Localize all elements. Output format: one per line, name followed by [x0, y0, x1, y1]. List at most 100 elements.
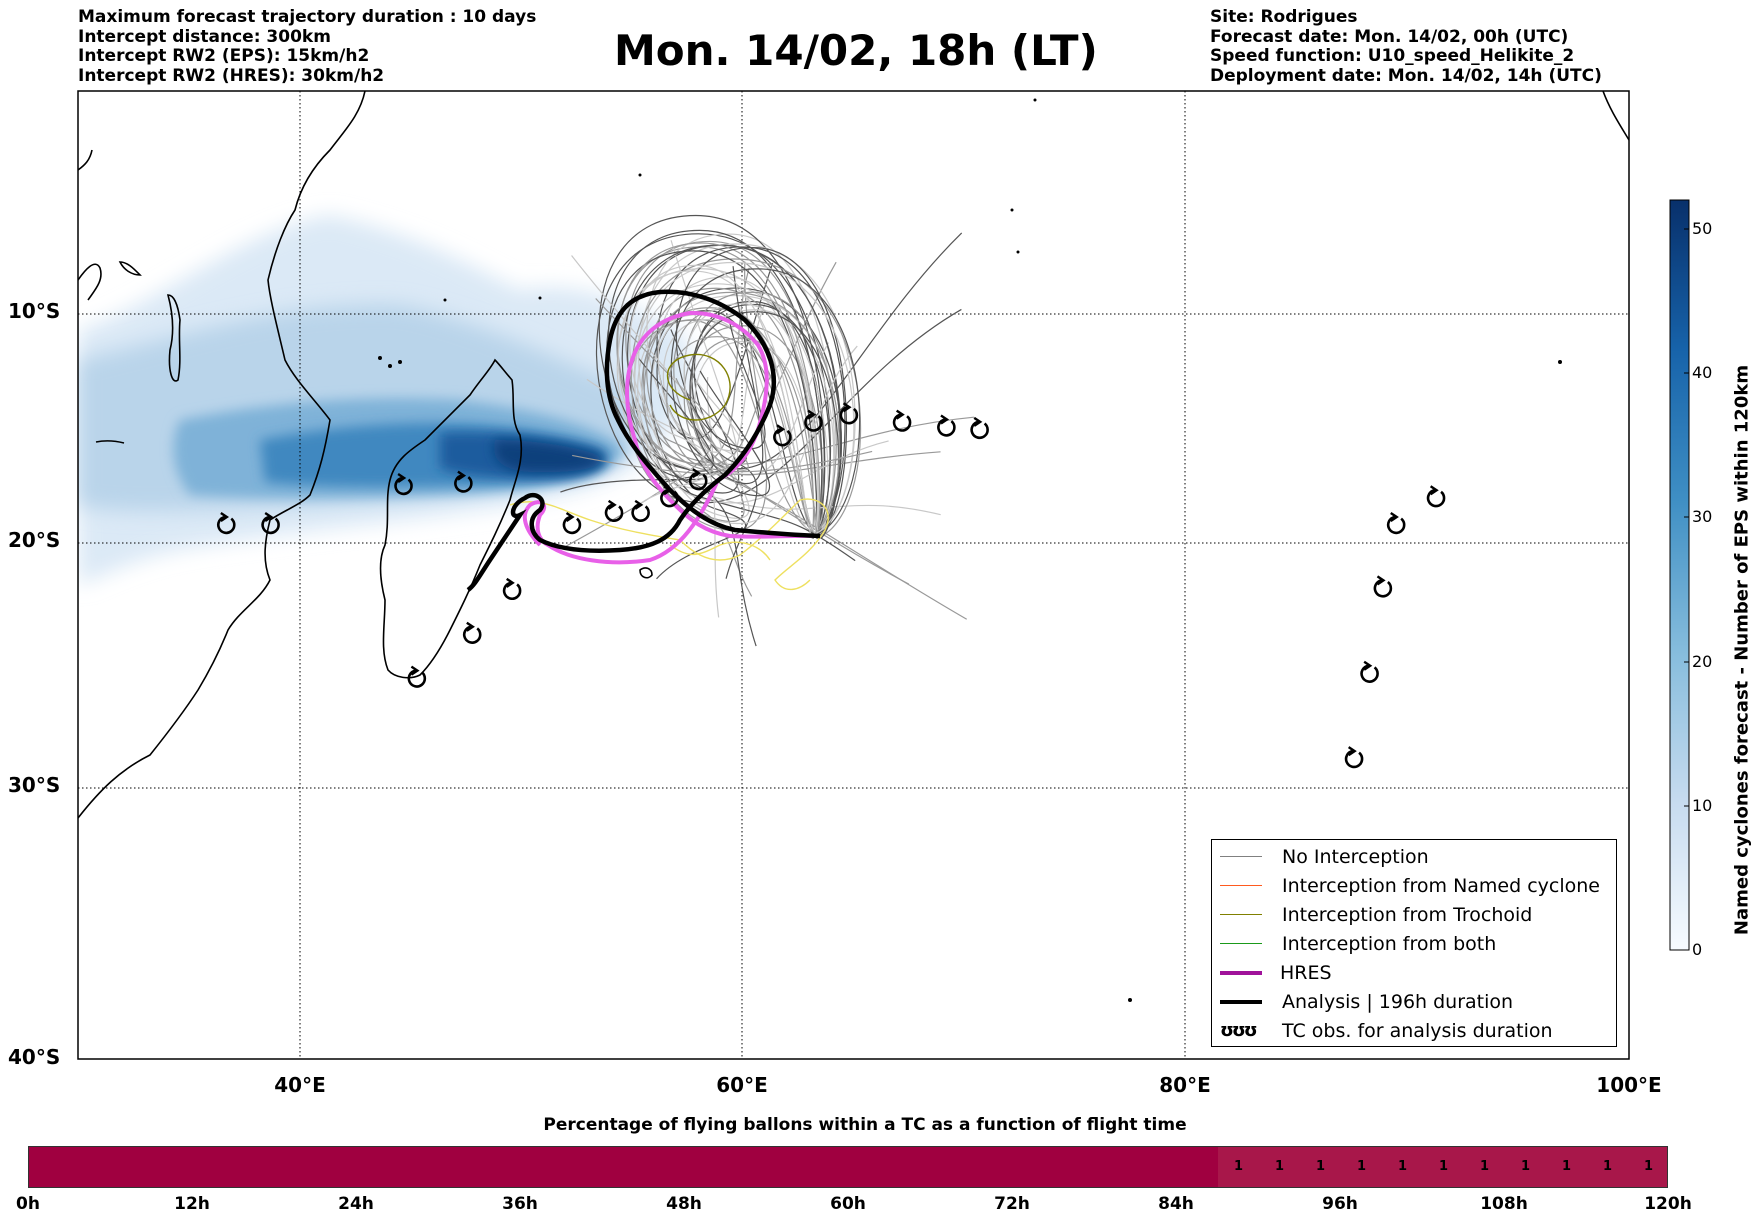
tc-observation-arrow — [220, 512, 230, 523]
tc-observation-marker — [1360, 664, 1379, 683]
tc-observation-arrow — [692, 468, 701, 479]
flight-time-value-label: 1 — [1356, 1159, 1367, 1174]
tc-observation-arrow — [506, 577, 515, 588]
tc-observation-marker — [660, 488, 679, 508]
flight-time-tick-label: 72h — [994, 1194, 1030, 1214]
tc-observation-marker — [261, 515, 280, 535]
tc-observation-marker — [804, 413, 823, 432]
info-line: Forecast date: Mon. 14/02, 00h (UTC) — [1210, 26, 1569, 47]
tc-observation-marker — [562, 515, 582, 535]
trochoid-interception-track — [666, 353, 731, 421]
flight-time-tick-label: 60h — [830, 1194, 866, 1214]
info-line: Site: Rodrigues — [1210, 7, 1358, 27]
tc-observation-arrow — [1376, 575, 1386, 586]
eps-trajectory-line — [617, 270, 813, 540]
colorbar-ticks — [1684, 228, 1689, 951]
eps-trajectory-line — [643, 291, 840, 535]
lat-label: 10°S — [8, 299, 61, 323]
map-frame — [77, 90, 1630, 1060]
flight-time-value-label: 1 — [1479, 1159, 1490, 1174]
eps-trajectory-line — [586, 318, 814, 537]
tc-observation-arrow — [1429, 485, 1439, 496]
lon-label: 80°E — [1159, 1073, 1211, 1097]
eps-trajectory-line — [666, 336, 873, 537]
tc-observation-arrow — [1390, 512, 1399, 523]
legend-item: Interception from both — [1220, 929, 1496, 958]
tc-observation-arrow — [634, 499, 644, 510]
tc-observation-arrow — [1363, 660, 1373, 671]
flight-time-bar-title: Percentage of flying ballons within a TC… — [543, 1115, 1187, 1135]
flight-time-value-label: 1 — [1274, 1159, 1285, 1174]
legend-item: No Interception — [1220, 842, 1429, 871]
colorbar-tick-label: 50 — [1692, 219, 1713, 238]
tc-observation-arrow — [397, 473, 407, 484]
legend-swatch — [1220, 855, 1262, 858]
analysis-track — [466, 289, 821, 592]
legend-swatch — [1220, 884, 1262, 887]
info-line: Deployment date: Mon. 14/02, 14h (UTC) — [1210, 65, 1602, 86]
eps-trajectory-line — [675, 246, 848, 537]
legend-label: TC obs. for analysis duration — [1282, 1019, 1553, 1042]
colorbar-title: Named cyclones forecast - Number of EPS … — [1731, 364, 1753, 936]
eps-trajectory-line — [634, 283, 889, 537]
eps-trajectory-line — [595, 233, 962, 540]
legend-item: Interception from Named cyclone — [1220, 871, 1600, 900]
lon-label: 60°E — [716, 1073, 768, 1097]
tc-observation-arrow — [607, 499, 617, 510]
flight-time-tick-label: 48h — [666, 1194, 702, 1214]
map-title: Mon. 14/02, 18h (LT) — [614, 26, 1098, 75]
tc-observation-marker — [216, 515, 236, 535]
eps-density-field — [78, 215, 691, 585]
tc-observation-marker — [631, 503, 650, 522]
flight-time-value-label: 1 — [1520, 1159, 1531, 1174]
tc-observation-arrow — [565, 512, 575, 523]
info-line: Intercept RW2 (EPS): 15km/h2 — [78, 46, 370, 66]
colorbar — [1669, 199, 1690, 951]
tc-observation-arrow — [807, 409, 817, 420]
tc-observation-marker — [1373, 579, 1393, 598]
tc-observation-arrow — [264, 512, 274, 523]
eps-trajectory-line — [646, 287, 941, 537]
tc-observation-marker — [1344, 749, 1364, 769]
tc-observation-marker — [839, 406, 859, 425]
legend-label: Interception from Named cyclone — [1282, 874, 1600, 897]
tc-observation-arrow — [895, 409, 905, 420]
legend-item: Interception from Trochoid — [1220, 900, 1532, 929]
flight-time-bar: 1 1 1 1 1 1 1 1 1 1 1 — [28, 1146, 1668, 1188]
eps-trajectory-line — [633, 261, 858, 535]
flight-time-value-label: 1 — [1643, 1159, 1654, 1174]
flight-time-tick-label: 24h — [338, 1194, 374, 1214]
flight-time-value-label: 1 — [1397, 1159, 1408, 1174]
tc-observation-marker — [454, 474, 473, 493]
info-line: Speed function: U10_speed_Helikite_2 — [1210, 46, 1575, 66]
flight-time-tick-label: 96h — [1322, 1194, 1358, 1214]
tc-observation-arrow — [776, 424, 786, 435]
tc-observation-marker — [937, 418, 956, 437]
tc-symbol-icon: ʊʊʊ — [1220, 1020, 1258, 1041]
eps-trajectory-line — [606, 250, 818, 647]
legend-label: No Interception — [1282, 845, 1429, 868]
tc-observation-arrow — [1347, 746, 1357, 757]
lat-label: 40°S — [8, 1045, 61, 1069]
tc-observation-arrow — [410, 665, 420, 676]
flight-time-value-label: 1 — [1602, 1159, 1613, 1174]
tc-observation-marker — [604, 503, 624, 522]
flight-time-value-label: 1 — [1315, 1159, 1326, 1174]
tc-observation-marker — [688, 471, 708, 491]
legend-label: HRES — [1280, 961, 1332, 984]
tc-observation-marker — [773, 427, 792, 447]
lat-label: 30°S — [8, 773, 61, 797]
info-line: Maximum forecast trajectory duration : 1… — [78, 7, 537, 27]
eps-trajectory-line — [670, 268, 861, 535]
colorbar-tick-label: 40 — [1692, 363, 1713, 382]
flight-time-tick-label: 36h — [502, 1194, 538, 1214]
colorbar-tick-label: 10 — [1692, 796, 1713, 815]
map-legend: No Interception Interception from Named … — [1211, 839, 1617, 1047]
colorbar-tick-label: 30 — [1692, 507, 1713, 526]
legend-label: Interception from both — [1282, 932, 1497, 955]
eps-trajectory-line — [656, 232, 963, 536]
colorbar-tick-label: 0 — [1692, 940, 1703, 959]
tc-observation-arrow — [466, 621, 475, 632]
eps-trajectory-line — [646, 233, 836, 538]
